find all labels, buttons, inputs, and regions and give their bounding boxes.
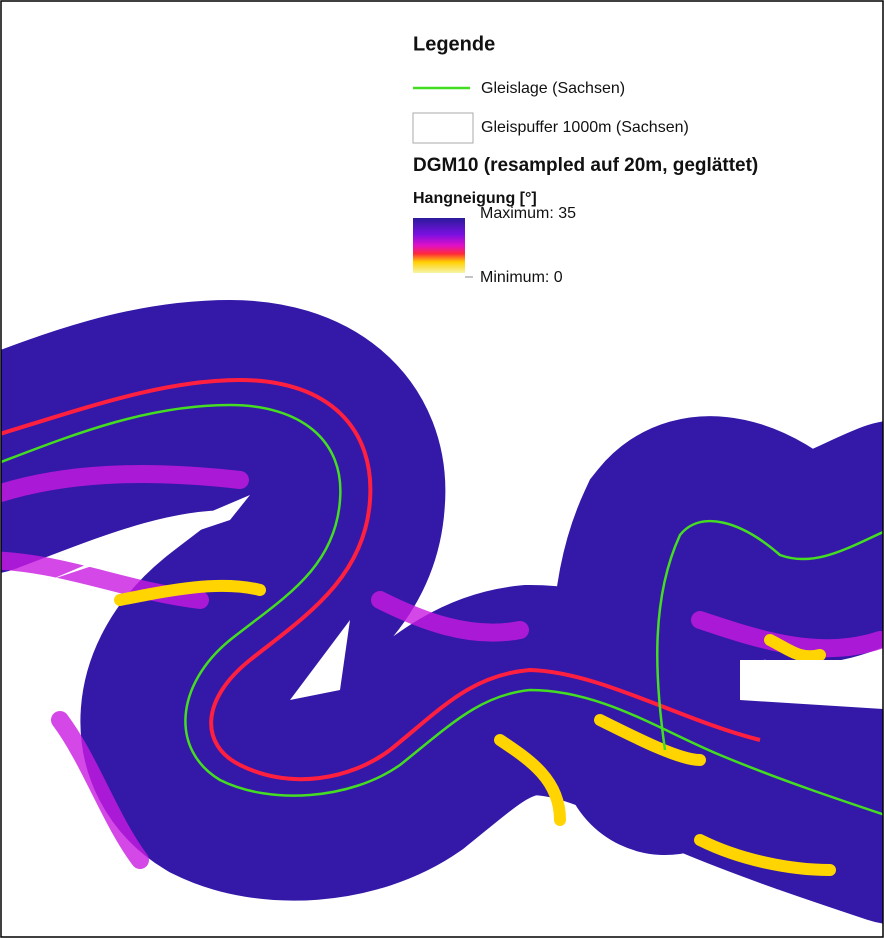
legend-title: Legende: [413, 33, 495, 55]
legend: Legende Gleislage (Sachsen) Gleispuffer …: [413, 33, 758, 286]
legend-subtitle: DGM10 (resampled auf 20m, geglättet): [413, 155, 758, 176]
ramp-label: Minimum: 0: [480, 269, 563, 286]
legend-item: Gleislage (Sachsen): [481, 80, 625, 97]
ramp-label: Maximum: 35: [480, 205, 576, 222]
legend-box-swatch: [413, 113, 473, 143]
map: Legende Gleislage (Sachsen) Gleispuffer …: [0, 0, 884, 938]
slope-raster: [0, 380, 884, 870]
color-ramp: [413, 218, 465, 273]
legend-item: Gleispuffer 1000m (Sachsen): [481, 119, 689, 136]
